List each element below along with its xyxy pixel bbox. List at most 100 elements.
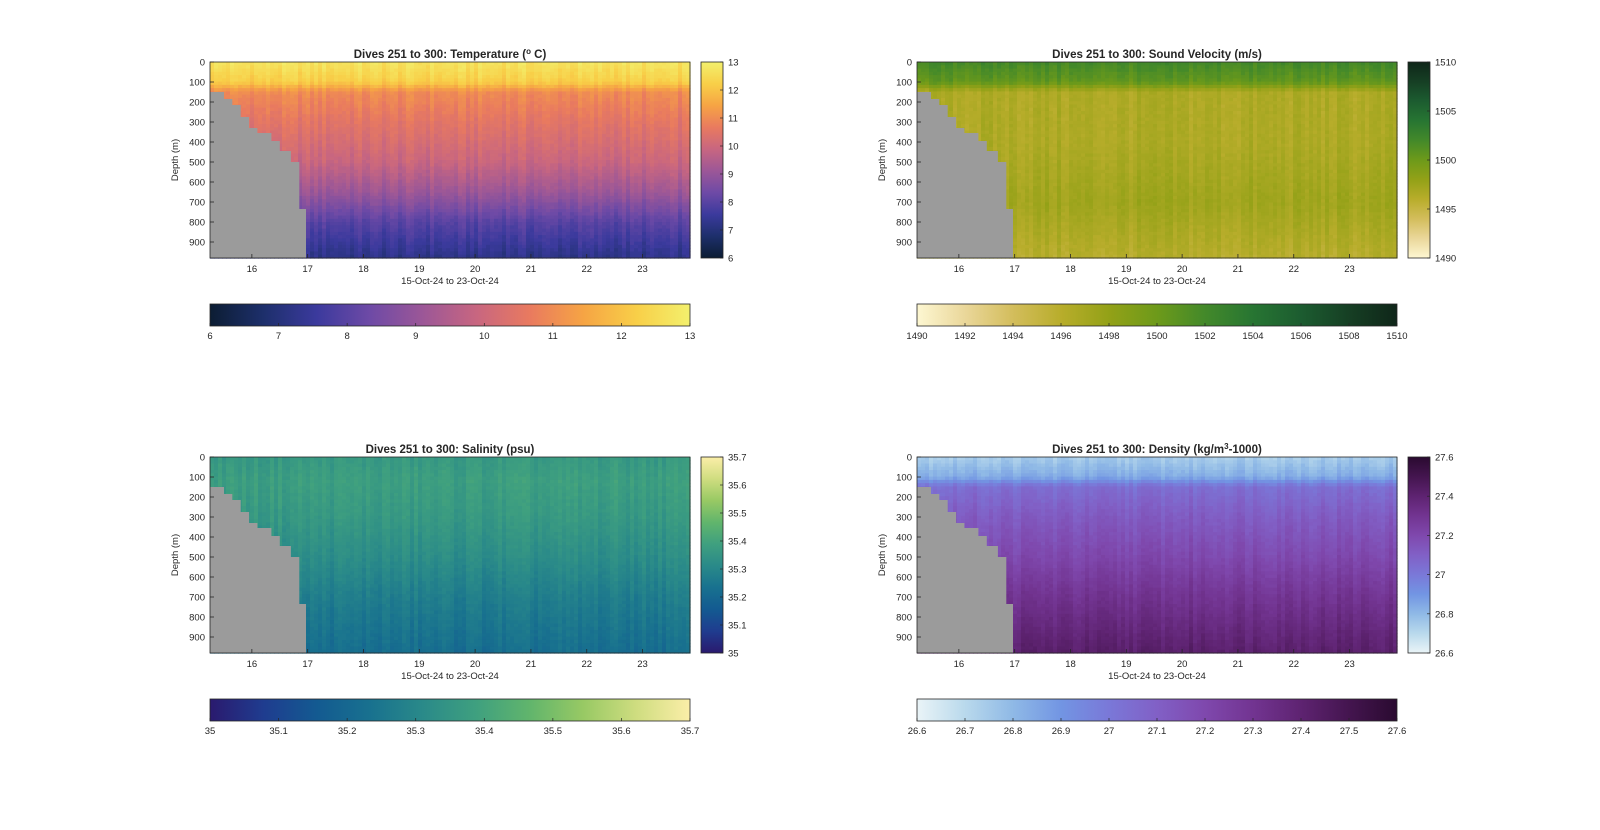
colorbar-tick-label: 26.6 [1435,649,1454,660]
colorbar-tick-label: 9 [413,331,418,342]
colorbar-tick-label: 27.4 [1435,492,1454,503]
colorbar-tick-label: 27.5 [1340,726,1359,737]
colorbar-tick-label: 1496 [1050,331,1071,342]
y-tick-label: 300 [896,118,912,129]
x-tick-label: 20 [1177,659,1188,670]
colorbar-tick-label: 26.8 [1435,609,1454,620]
colorbar-ramp [916,303,1398,327]
x-tick-label: 21 [526,264,537,275]
y-tick-label: 0 [907,453,912,464]
colorbar-tick-label: 1500 [1435,156,1456,167]
x-tick-label: 16 [247,659,258,670]
x-axis-label: 15-Oct-24 to 23-Oct-24 [1108,276,1206,287]
seabed-bathymetry [210,487,306,653]
colorbar-tick-label: 8 [728,198,733,209]
x-tick-label: 19 [1121,659,1132,670]
colorbar-tick-label: 27 [1104,726,1115,737]
colorbar-tick-label: 1510 [1435,58,1456,69]
colorbar-tick-label: 10 [728,142,739,153]
y-tick-label: 200 [896,493,912,504]
y-tick-label: 900 [189,238,205,249]
y-tick-label: 700 [896,593,912,604]
colorbar-ramp [1407,61,1431,259]
colorbar-tick-label: 11 [728,114,738,125]
heatmap-field [210,457,691,654]
y-tick-label: 500 [189,158,205,169]
colorbar-tick-label: 27.6 [1388,726,1407,737]
panel-salinity: Dives 251 to 300: Salinity (psu) 16 17 18 1… [170,444,747,737]
y-tick-label: 700 [189,198,205,209]
y-tick-label: 100 [896,78,912,89]
colorbar-tick-label: 35.4 [475,726,494,737]
colorbar-tick-label: 27.3 [1244,726,1263,737]
x-tick-label: 22 [1288,264,1299,275]
horizontal-colorbar: 35 35.1 35.2 35.3 35.4 35.5 35.6 35.7 [205,698,699,737]
y-tick-label: 900 [896,633,912,644]
y-tick-label: 900 [189,633,205,644]
colorbar-tick-label: 12 [616,331,627,342]
y-tick-label: 600 [896,178,912,189]
y-tick-label: 100 [896,473,912,484]
colorbar-tick-label: 35.6 [728,481,747,492]
panel-title: Dives 251 to 300: Density (kg/m3-1000) [1052,442,1262,457]
seabed-bathymetry [210,92,306,258]
colorbar-tick-label: 1490 [906,331,927,342]
y-tick-label: 900 [896,238,912,249]
colorbar-tick-label: 35.4 [728,537,747,548]
colorbar-tick-label: 1510 [1386,331,1407,342]
y-tick-label: 400 [896,138,912,149]
panel-title: Dives 251 to 300: Sound Velocity (m/s) [1052,49,1262,61]
y-tick-label: 300 [896,513,912,524]
heatmap-field [917,457,1398,654]
colorbar-tick-label: 27.6 [1435,453,1454,464]
colorbar-tick-label: 12 [728,86,739,97]
x-tick-label: 18 [358,264,369,275]
colorbar-ramp [700,61,724,259]
colorbar-ramp [209,698,691,722]
colorbar-tick-label: 27.4 [1292,726,1311,737]
colorbar-tick-label: 1490 [1435,254,1456,265]
colorbar-tick-label: 26.8 [1004,726,1023,737]
x-tick-label: 17 [1009,659,1020,670]
y-tick-label: 0 [200,58,205,69]
colorbar-tick-label: 7 [276,331,281,342]
colorbar-tick-label: 1504 [1242,331,1263,342]
x-tick-label: 23 [637,659,648,670]
colorbar-tick-label: 27.2 [1196,726,1215,737]
x-tick-label: 17 [1009,264,1020,275]
colorbar-tick-label: 1502 [1194,331,1215,342]
y-tick-label: 200 [189,493,205,504]
colorbar-tick-label: 27.2 [1435,531,1454,542]
y-tick-label: 800 [189,613,205,624]
colorbar-ramp [916,698,1398,722]
y-tick-label: 400 [896,533,912,544]
colorbar-tick-label: 13 [728,58,739,69]
x-tick-label: 16 [954,264,965,275]
y-tick-label: 800 [189,218,205,229]
x-tick-label: 22 [1288,659,1299,670]
seabed-bathymetry [917,92,1013,258]
plot-frame [916,61,1398,259]
x-tick-label: 21 [1233,264,1244,275]
x-tick-label: 20 [1177,264,1188,275]
colorbar-tick-label: 1494 [1002,331,1023,342]
colorbar-tick-label: 26.7 [956,726,975,737]
y-tick-label: 200 [896,98,912,109]
colorbar-tick-label: 35 [728,649,739,660]
x-axis-label: 15-Oct-24 to 23-Oct-24 [401,276,499,287]
y-tick-label: 500 [896,158,912,169]
colorbar-tick-label: 6 [728,254,733,265]
x-tick-label: 18 [358,659,369,670]
y-tick-label: 500 [189,553,205,564]
x-tick-label: 17 [302,659,313,670]
panel-title: Dives 251 to 300: Salinity (psu) [366,444,535,456]
y-axis-label: Depth (m) [170,139,181,181]
x-tick-label: 21 [1233,659,1244,670]
y-tick-label: 100 [189,78,205,89]
vertical-colorbar: 6 7 8 9 10 11 12 13 [700,58,739,265]
vertical-colorbar: 1490 1495 1500 1505 1510 [1407,58,1456,265]
heatmap-field [917,62,1398,259]
horizontal-colorbar: 26.6 26.7 26.8 26.9 27 27.1 27.2 27.3 27.4 27.5 27… [908,698,1407,737]
colorbar-tick-label: 35.6 [612,726,631,737]
